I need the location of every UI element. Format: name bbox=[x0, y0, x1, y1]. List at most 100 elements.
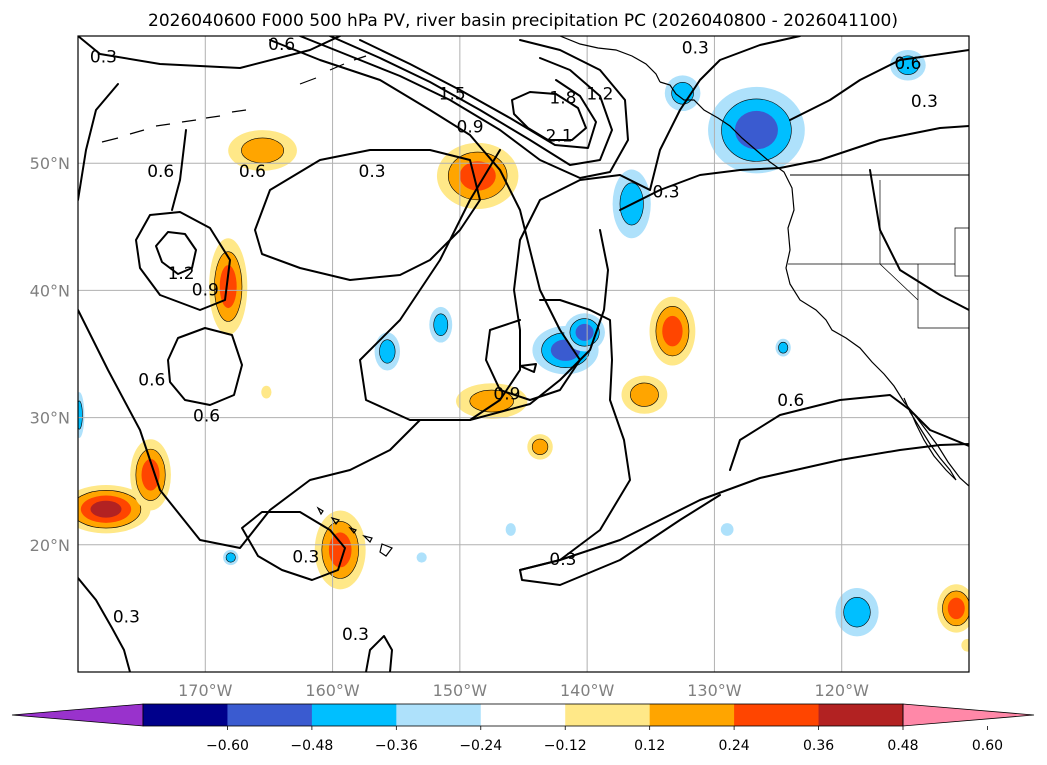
hawaiian-islands bbox=[316, 506, 393, 557]
precip-blob bbox=[261, 385, 272, 399]
aleutian-islands bbox=[101, 55, 367, 143]
pv-contour-1.2-jet bbox=[299, 36, 629, 179]
precip-blob bbox=[429, 306, 453, 343]
pv-contour-0.3-northeast bbox=[619, 125, 969, 211]
contour-label: 0.3 bbox=[359, 162, 386, 182]
precip-blob bbox=[505, 523, 516, 536]
precip-level-4 bbox=[505, 523, 516, 536]
colorbar-segment bbox=[649, 704, 735, 726]
precip-level-3 bbox=[843, 597, 871, 628]
contour-label: 0.3 bbox=[90, 48, 117, 68]
precip-level-7 bbox=[241, 137, 285, 164]
precip-blob bbox=[527, 434, 553, 460]
contour-label: 0.6 bbox=[193, 406, 220, 426]
contour-label: 0.3 bbox=[292, 548, 319, 568]
contour-label: 2.1 bbox=[546, 126, 573, 146]
precip-blob bbox=[416, 552, 427, 563]
precip-blob bbox=[209, 238, 248, 335]
pv-contour-labels: 0.30.6 0.61.20.90.60.60.30.30.30.31.50.91… bbox=[90, 35, 938, 645]
contour-label: 0.3 bbox=[653, 182, 680, 202]
precipitation-pc-fill-layer bbox=[78, 49, 969, 652]
pv-contour-0.9-western bbox=[135, 211, 231, 311]
lon-tick-label: 170°W bbox=[178, 681, 233, 700]
colorbar-tick-label: −0.48 bbox=[290, 738, 333, 754]
contour-label: 1.5 bbox=[439, 85, 466, 105]
pv-contour-0.3-southeast bbox=[519, 443, 969, 571]
pv-contour-0.3-bottom bbox=[365, 635, 393, 672]
us-state-lines bbox=[788, 180, 969, 329]
pv-contour-0.3-central bbox=[254, 149, 481, 281]
contour-label: 0.6 bbox=[268, 35, 295, 55]
precip-blob bbox=[937, 584, 969, 633]
precip-level-8 bbox=[459, 161, 496, 191]
contour-label: 1.2 bbox=[586, 85, 613, 105]
precip-level-2 bbox=[734, 110, 778, 150]
precip-level-6 bbox=[261, 385, 272, 399]
axis-tick-labels: 50°N 40°N 30°N 20°N 170°W 160°W 150°W 140°W 130°… bbox=[30, 154, 869, 700]
colorbar-segment bbox=[311, 704, 397, 726]
precip-level-2 bbox=[575, 323, 594, 341]
contour-label: 0.3 bbox=[342, 625, 369, 645]
gulf-of-alaska-coastline bbox=[559, 36, 661, 83]
colorbar-segment bbox=[227, 704, 313, 726]
contour-label: 0.6 bbox=[138, 371, 165, 391]
pv-contour-1.2-western bbox=[155, 231, 197, 275]
coastlines bbox=[101, 36, 969, 557]
precip-level-8 bbox=[328, 532, 352, 568]
contour-label: 0.6 bbox=[777, 391, 804, 411]
pv-contour-0.6 bbox=[78, 36, 801, 549]
pv-contour-0.9-west bbox=[78, 83, 119, 201]
precip-level-3 bbox=[778, 341, 789, 354]
contour-label: 0.6 bbox=[239, 162, 266, 182]
precip-level-3 bbox=[433, 313, 449, 337]
lat-tick-label: 30°N bbox=[30, 409, 70, 428]
pv-contour-2.1-jet bbox=[511, 91, 587, 141]
contour-label: 0.6 bbox=[894, 54, 921, 74]
colorbar-tick-label: −0.36 bbox=[375, 738, 418, 754]
colorbar-tick-label: −0.12 bbox=[544, 738, 587, 754]
contour-label: 0.3 bbox=[549, 550, 576, 570]
precip-blob bbox=[228, 130, 297, 171]
precip-level-6 bbox=[961, 638, 969, 652]
colorbar-tick-label: 0.36 bbox=[803, 738, 834, 754]
precip-blob bbox=[436, 142, 519, 209]
pv-contour-0.3-trough-core bbox=[519, 363, 537, 373]
contour-label: 0.9 bbox=[192, 280, 219, 300]
precip-blob bbox=[78, 392, 85, 438]
pv-contour-0.3 bbox=[78, 36, 341, 69]
precip-level-9 bbox=[90, 500, 122, 518]
lon-tick-label: 120°W bbox=[815, 681, 870, 700]
contour-label: 1.2 bbox=[168, 264, 195, 284]
lon-tick-label: 150°W bbox=[433, 681, 488, 700]
colorbar-extend-high bbox=[902, 703, 1035, 727]
pv-contour-1.5-jet bbox=[329, 36, 613, 166]
pv-contour-0.3-west bbox=[78, 577, 131, 672]
colorbar-segment bbox=[734, 704, 820, 726]
precip-blob bbox=[961, 638, 969, 652]
colorbar-tick-label: 0.12 bbox=[634, 738, 665, 754]
contour-label: 0.3 bbox=[113, 607, 140, 627]
precip-blob bbox=[130, 439, 171, 511]
precip-level-3 bbox=[379, 339, 396, 364]
precip-blob bbox=[649, 296, 696, 366]
pv-contour-0.6-northeast bbox=[789, 49, 969, 121]
pv-contour-0.9-jet bbox=[269, 39, 581, 401]
precip-level-3 bbox=[78, 400, 83, 430]
lat-tick-label: 40°N bbox=[30, 281, 70, 300]
colorbar-tick-label: 0.48 bbox=[887, 738, 918, 754]
colorbar-tick-label: 0.60 bbox=[972, 738, 1003, 754]
colorbar-tick-label: 0.24 bbox=[719, 738, 750, 754]
colorbar-segment bbox=[143, 704, 228, 726]
contour-label: 0.6 bbox=[147, 162, 174, 182]
lat-tick-label: 50°N bbox=[30, 154, 70, 173]
contour-label: 0.3 bbox=[682, 39, 709, 59]
figure-title: 2026040600 F000 500 hPa PV, river basin … bbox=[148, 11, 898, 31]
pv-contour-0.3-southwest bbox=[241, 511, 346, 581]
colorbar-segment bbox=[396, 704, 482, 726]
colorbar-tick-label: −0.24 bbox=[459, 738, 502, 754]
precip-blob bbox=[835, 588, 879, 637]
precip-level-8 bbox=[662, 315, 683, 347]
colorbar-segment bbox=[818, 704, 904, 726]
map-area: 0.30.6 0.61.20.90.60.60.30.30.30.31.50.91… bbox=[78, 35, 969, 672]
